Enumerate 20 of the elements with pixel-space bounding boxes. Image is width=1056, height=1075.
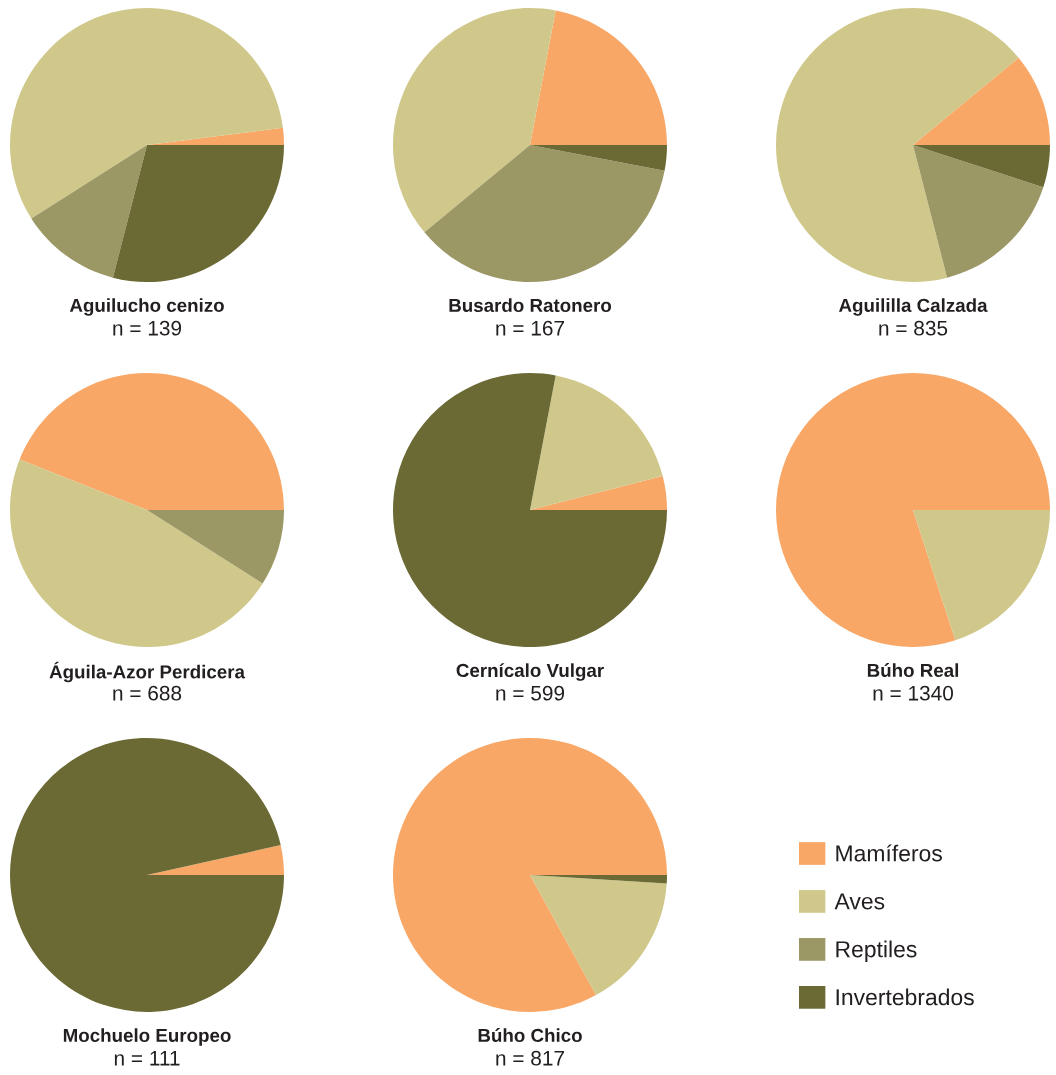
text: n = 817 xyxy=(496,1050,564,1066)
text: n = 111 xyxy=(114,1051,180,1066)
slice-label: Búho Real xyxy=(867,663,959,678)
legend-label: Mamíferos xyxy=(836,844,942,862)
text: n = 599 xyxy=(496,685,565,701)
text: n = 139 xyxy=(113,320,182,336)
legend-label: Aves xyxy=(834,893,885,910)
legend-label: Invertebrados xyxy=(836,988,974,1006)
slice-label: Mochuelo Europeo xyxy=(63,1028,231,1046)
text: n = 835 xyxy=(879,320,948,336)
slice-label: Búho Chico xyxy=(478,1028,582,1043)
slice-label: Aguililla Calzada xyxy=(838,298,988,316)
text: n = 167 xyxy=(496,320,564,336)
text: n = 688 xyxy=(113,685,182,701)
text: n = 1340 xyxy=(873,685,954,701)
slice-label: Aguilucho cenizo xyxy=(69,298,224,316)
slice-label: Águila-Azor Perdicera xyxy=(49,661,246,683)
legend-label: Reptiles xyxy=(836,940,917,962)
slice-label: Cernícalo Vulgar xyxy=(456,663,604,681)
slice-label: Busardo Ratonero xyxy=(449,298,612,313)
